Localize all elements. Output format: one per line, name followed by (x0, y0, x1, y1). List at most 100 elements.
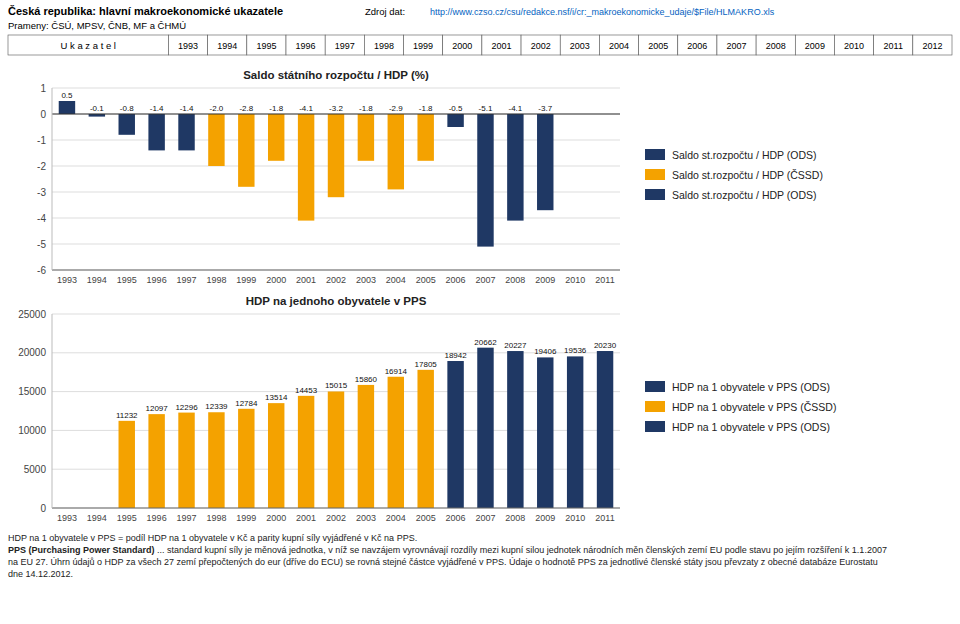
header-cell (834, 35, 873, 55)
data-label: 11232 (116, 411, 138, 420)
bar (507, 351, 523, 508)
legend-label: Saldo st.rozpočtu / HDP (ČSSD) (672, 169, 823, 181)
header-year: 2009 (805, 41, 825, 51)
x-tick-label: 2002 (326, 275, 346, 285)
bar (148, 114, 164, 150)
bar (298, 396, 314, 508)
data-label: 18942 (444, 351, 467, 360)
x-tick-label: 2003 (356, 513, 376, 523)
data-label: 20230 (594, 341, 617, 350)
x-tick-label: 2007 (475, 275, 495, 285)
x-tick-label: 1998 (206, 275, 226, 285)
data-label: 12296 (175, 403, 198, 412)
grid-line (52, 270, 620, 271)
y-tick-label: 10000 (18, 425, 46, 436)
header-label: U k a z a t e l (61, 40, 116, 51)
header-table: U k a z a t e l1993199419951996199719981… (8, 35, 952, 55)
source-url: http://www.czso.cz/csu/redakce.nsf/i/cr:… (430, 7, 775, 17)
header-cell (443, 35, 482, 55)
bar (238, 114, 254, 187)
x-tick-label: 1997 (177, 275, 197, 285)
header-cell (756, 35, 795, 55)
legend-label: HDP na 1 obyvatele v PPS (ČSSD) (672, 401, 836, 413)
bar (119, 421, 135, 508)
grid-line (52, 218, 620, 219)
x-tick-label: 1994 (87, 513, 107, 523)
bar (507, 114, 523, 221)
header-year: 2005 (648, 41, 668, 51)
y-axis-line (52, 314, 53, 508)
footnote-line: dne 14.12.2012. (8, 568, 952, 580)
bars (59, 101, 554, 247)
bar (358, 385, 374, 508)
y-tick-label: -3 (37, 187, 46, 198)
x-tick-label: 2009 (535, 275, 555, 285)
header-cell (247, 35, 286, 55)
x-tick-label: 1999 (236, 513, 256, 523)
page-subtitle: Prameny: ČSÚ, MPSV, ČNB, MF a ČHMÚ (8, 20, 186, 31)
bar (477, 348, 493, 508)
x-tick-label: 2005 (416, 513, 436, 523)
y-axis-line (52, 88, 53, 270)
bar (119, 114, 135, 135)
bar (148, 414, 164, 508)
data-labels: 1123212097122961233912784135141445315015… (116, 338, 617, 420)
legend-label: HDP na 1 obyvatele v PPS (ODS) (672, 421, 830, 433)
bar (178, 114, 194, 150)
y-tick-label: 25000 (18, 309, 46, 320)
legend-swatch (645, 169, 665, 180)
header-year: 2008 (766, 41, 786, 51)
header-cell (168, 35, 207, 55)
footnote-bold: PPS (Purchasing Power Standard) (8, 545, 155, 555)
bar (208, 412, 224, 508)
footnote: ... standard kupní síly je měnová jednot… (155, 545, 887, 555)
data-label: -0.1 (90, 104, 104, 113)
y-tick-label: 20000 (18, 347, 46, 358)
data-label: 19536 (564, 346, 587, 355)
bar (417, 370, 433, 508)
header-cell (874, 35, 913, 55)
grid-line (52, 314, 620, 315)
data-label: 12097 (146, 404, 169, 413)
header-year: 1993 (178, 41, 198, 51)
data-label: -4.1 (299, 104, 313, 113)
x-tick-label: 1997 (177, 513, 197, 523)
header-cell (560, 35, 599, 55)
data-label: 12784 (235, 399, 258, 408)
bar (238, 409, 254, 508)
data-label: 20227 (504, 341, 527, 350)
legend-swatch (645, 149, 665, 160)
data-label: -2.8 (239, 104, 253, 113)
x-tick-label: 2001 (296, 275, 316, 285)
bar (417, 114, 433, 161)
footnote: na EU 27. Úhrn údajů o HDP za všech 27 z… (8, 557, 878, 567)
bar (388, 114, 404, 189)
bar (597, 351, 613, 508)
header-year: 1996 (296, 41, 316, 51)
x-tick-label: 1994 (87, 275, 107, 285)
x-tick-label: 2000 (266, 513, 286, 523)
header-year: 1999 (413, 41, 433, 51)
data-label: 15860 (355, 375, 378, 384)
header-cell (482, 35, 521, 55)
header-year: 2002 (531, 41, 551, 51)
x-tick-label: 2002 (326, 513, 346, 523)
header-year: 2010 (844, 41, 864, 51)
header-year: 1994 (217, 41, 237, 51)
data-label: -5.1 (479, 104, 493, 113)
legend-swatch (645, 401, 665, 412)
header-cell (208, 35, 247, 55)
y-tick-label: -6 (37, 265, 46, 276)
header-year: 2004 (609, 41, 629, 51)
x-axis-line (52, 508, 620, 509)
x-tick-label: 2009 (535, 513, 555, 523)
legend-swatch (645, 421, 665, 432)
data-label: -3.2 (329, 104, 343, 113)
bars (119, 348, 614, 508)
footnote: HDP na 1 obyvatele v PPS = podíl HDP na … (8, 533, 417, 543)
bar (298, 114, 314, 221)
header-year: 2003 (570, 41, 590, 51)
page-canvas: Česká republika: hlavní makroekonomické … (0, 0, 960, 530)
x-tick-label: 2010 (565, 513, 585, 523)
header-cell (639, 35, 678, 55)
